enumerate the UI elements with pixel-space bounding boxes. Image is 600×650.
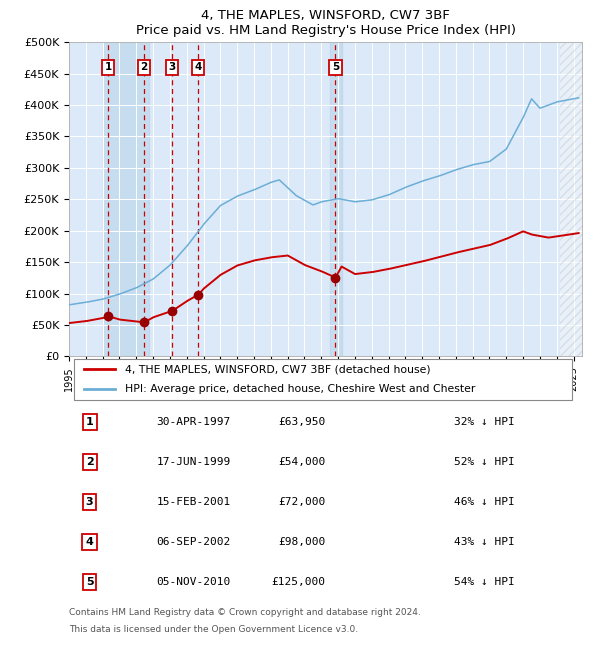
Text: £125,000: £125,000 — [271, 577, 325, 587]
Text: 06-SEP-2002: 06-SEP-2002 — [156, 537, 230, 547]
Text: Contains HM Land Registry data © Crown copyright and database right 2024.: Contains HM Land Registry data © Crown c… — [69, 608, 421, 617]
FancyBboxPatch shape — [74, 359, 572, 400]
Text: 5: 5 — [332, 62, 339, 72]
Text: 1: 1 — [104, 62, 112, 72]
Text: 4: 4 — [194, 62, 202, 72]
Text: 1: 1 — [86, 417, 94, 427]
Text: 5: 5 — [86, 577, 94, 587]
Text: 32% ↓ HPI: 32% ↓ HPI — [454, 417, 515, 427]
Bar — [330, 42, 343, 356]
Text: 17-JUN-1999: 17-JUN-1999 — [156, 457, 230, 467]
Text: £98,000: £98,000 — [278, 537, 325, 547]
Text: HPI: Average price, detached house, Cheshire West and Chester: HPI: Average price, detached house, Ches… — [125, 384, 476, 395]
Text: 3: 3 — [86, 497, 94, 507]
Text: 3: 3 — [169, 62, 176, 72]
Text: 4: 4 — [86, 537, 94, 547]
Bar — [103, 42, 149, 356]
Text: 52% ↓ HPI: 52% ↓ HPI — [454, 457, 515, 467]
Text: 2: 2 — [140, 62, 148, 72]
Text: 30-APR-1997: 30-APR-1997 — [156, 417, 230, 427]
Title: 4, THE MAPLES, WINSFORD, CW7 3BF
Price paid vs. HM Land Registry's House Price I: 4, THE MAPLES, WINSFORD, CW7 3BF Price p… — [136, 9, 515, 37]
Bar — [560, 42, 582, 356]
Text: 05-NOV-2010: 05-NOV-2010 — [156, 577, 230, 587]
Text: £63,950: £63,950 — [278, 417, 325, 427]
Text: 2: 2 — [86, 457, 94, 467]
Text: 54% ↓ HPI: 54% ↓ HPI — [454, 577, 515, 587]
Text: This data is licensed under the Open Government Licence v3.0.: This data is licensed under the Open Gov… — [69, 625, 358, 634]
Text: 4, THE MAPLES, WINSFORD, CW7 3BF (detached house): 4, THE MAPLES, WINSFORD, CW7 3BF (detach… — [125, 364, 431, 374]
Text: £72,000: £72,000 — [278, 497, 325, 507]
Text: 15-FEB-2001: 15-FEB-2001 — [156, 497, 230, 507]
Text: 46% ↓ HPI: 46% ↓ HPI — [454, 497, 515, 507]
Text: £54,000: £54,000 — [278, 457, 325, 467]
Text: 43% ↓ HPI: 43% ↓ HPI — [454, 537, 515, 547]
